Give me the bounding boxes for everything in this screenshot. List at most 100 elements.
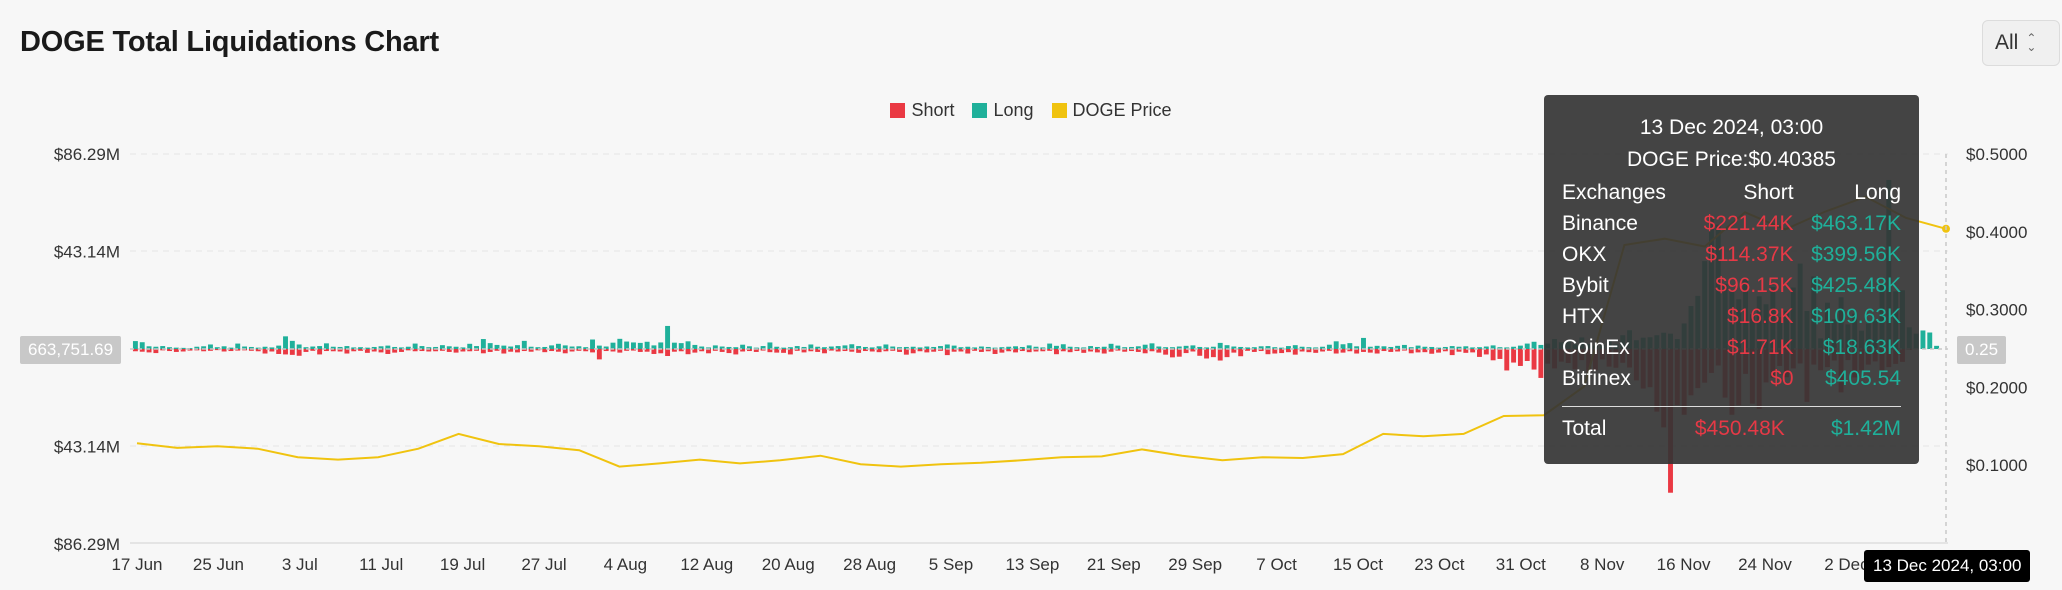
long-bar xyxy=(1129,346,1134,349)
short-bar xyxy=(1272,349,1278,354)
short-bar xyxy=(822,349,827,354)
long-bar xyxy=(678,343,684,349)
short-bar xyxy=(1135,349,1141,352)
long-bar xyxy=(576,346,582,349)
long-bar xyxy=(1169,347,1175,349)
long-bar xyxy=(685,341,691,349)
legend-item-short[interactable]: Short xyxy=(890,100,954,121)
legend-swatch-price xyxy=(1051,103,1067,118)
long-bar xyxy=(1176,346,1182,349)
legend-label-price: DOGE Price xyxy=(1072,100,1172,120)
short-bar xyxy=(1047,349,1053,351)
right-axis-tick-label: $0.4000 xyxy=(1966,223,2027,242)
tooltip-total-long: $1.42M xyxy=(1830,417,1901,440)
short-bar xyxy=(931,349,937,352)
legend-item-long[interactable]: Long xyxy=(972,100,1034,121)
long-bar xyxy=(419,346,425,349)
long-bar xyxy=(433,346,439,349)
short-bar xyxy=(1217,349,1223,361)
legend-item-price[interactable]: DOGE Price xyxy=(1051,100,1172,121)
x-axis-tick-label: 20 Aug xyxy=(762,555,815,574)
long-bar xyxy=(862,346,868,349)
tooltip-row: CoinEx $1.71K $18.63K xyxy=(1562,332,1901,363)
long-bar xyxy=(460,347,466,349)
long-bar xyxy=(774,346,780,349)
long-bar xyxy=(1251,347,1257,349)
long-bar xyxy=(344,346,350,349)
long-bar xyxy=(1934,345,1940,349)
short-bar xyxy=(521,349,527,352)
long-bar xyxy=(351,347,357,349)
legend-label-long: Long xyxy=(993,100,1034,120)
short-bar xyxy=(235,349,241,351)
long-bar xyxy=(1347,343,1353,349)
crosshair-left-value: 663,751.69 xyxy=(20,336,122,364)
short-bar xyxy=(378,349,384,353)
x-axis-tick-label: 29 Sep xyxy=(1168,555,1222,574)
long-bar xyxy=(938,346,943,349)
long-bar xyxy=(515,345,520,349)
tooltip-exchange: OKX xyxy=(1562,242,1607,266)
short-bar xyxy=(924,349,930,353)
x-axis-tick-label: 17 Jun xyxy=(111,555,162,574)
long-bar xyxy=(849,344,855,349)
short-bar xyxy=(1490,349,1496,361)
short-bar xyxy=(1449,349,1455,356)
tooltip-header-long: Long xyxy=(1854,180,1901,204)
long-bar xyxy=(487,343,493,349)
range-select[interactable]: All ⌃ ⌄ xyxy=(1982,20,2060,66)
left-axis-tick-label: $86.29M xyxy=(54,145,120,164)
short-bar xyxy=(1497,349,1503,359)
short-bar xyxy=(1176,349,1182,357)
long-bar xyxy=(1381,346,1387,349)
long-bar xyxy=(1470,347,1476,349)
tooltip-exchange: Bybit xyxy=(1562,273,1609,297)
short-bar xyxy=(958,349,964,352)
long-bar xyxy=(719,346,725,349)
long-bar xyxy=(228,347,234,349)
short-bar xyxy=(774,349,780,353)
chart-grid xyxy=(130,153,1948,544)
long-bar xyxy=(562,345,568,349)
short-bar xyxy=(801,349,807,353)
long-bar xyxy=(453,346,459,349)
short-bar xyxy=(678,349,684,352)
tooltip-long: $18.63K xyxy=(1822,335,1901,359)
short-bar xyxy=(1408,349,1414,354)
long-bar xyxy=(910,346,916,349)
long-bar xyxy=(1429,346,1435,349)
long-bar xyxy=(903,346,909,349)
short-bar xyxy=(1422,349,1428,353)
x-axis-tick-label: 8 Nov xyxy=(1580,555,1625,574)
long-bar xyxy=(712,345,718,349)
long-bar xyxy=(1504,347,1510,349)
short-bar xyxy=(289,349,295,355)
short-bar xyxy=(1251,349,1257,352)
short-bar xyxy=(1074,349,1080,352)
short-bar xyxy=(1094,349,1100,353)
long-bar xyxy=(1299,346,1305,349)
long-bar xyxy=(1313,347,1319,349)
x-axis-tick-label: 13 Sep xyxy=(1005,555,1059,574)
short-bar xyxy=(276,349,282,354)
short-bar xyxy=(1163,349,1169,355)
long-bar xyxy=(1006,346,1012,349)
long-bar xyxy=(412,343,418,349)
short-bar xyxy=(132,349,138,352)
short-bar xyxy=(1306,349,1312,353)
left-axis-tick-label: $43.14M xyxy=(54,243,120,262)
long-bar xyxy=(1217,342,1223,349)
short-bar xyxy=(1101,349,1107,354)
long-bar xyxy=(740,344,746,349)
short-bar xyxy=(576,349,582,351)
long-bar xyxy=(651,345,657,349)
long-bar xyxy=(1920,330,1926,349)
short-bar xyxy=(1538,349,1544,378)
short-bar xyxy=(1442,349,1448,352)
long-bar xyxy=(1231,346,1237,349)
long-bar xyxy=(794,346,800,349)
long-bar xyxy=(1040,347,1046,349)
short-bar xyxy=(412,349,418,352)
long-bar xyxy=(931,346,937,349)
tooltip-total-short: $450.48K xyxy=(1694,417,1785,440)
